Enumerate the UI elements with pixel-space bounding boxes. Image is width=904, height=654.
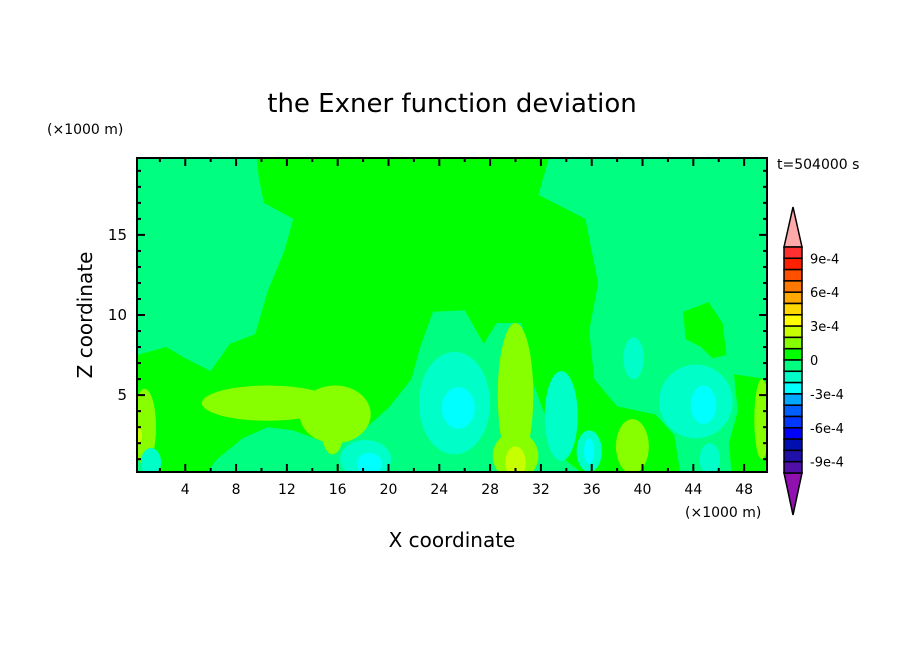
colorbar: 9e-4 6e-4 3e-4 0 -3e-4 -6e-4 -9e-4 <box>783 206 844 516</box>
colorbar-box <box>783 415 803 429</box>
colorbar-label: 9e-4 <box>810 252 839 267</box>
colorbar-box <box>783 438 803 452</box>
contour-blob <box>544 371 578 461</box>
colorbar-label: -3e-4 <box>810 388 844 403</box>
contour-blob <box>299 385 371 444</box>
contour-layers <box>137 158 767 472</box>
colorbar-label: 0 <box>810 354 818 369</box>
colorbar-label: -6e-4 <box>810 422 844 437</box>
contour-blob <box>505 446 526 472</box>
x-tick-label: 4 <box>181 482 190 498</box>
x-axis-label: X coordinate <box>389 528 516 552</box>
contour-blob <box>140 447 162 472</box>
colorbar-box <box>783 291 803 305</box>
colorbar-box <box>783 393 803 406</box>
contour-blob <box>690 385 717 424</box>
colorbar-under-triangle <box>783 472 803 516</box>
colorbar-box <box>783 404 803 418</box>
contour-field <box>137 158 767 472</box>
colorbar-box <box>783 370 803 384</box>
x-tick-label: 28 <box>481 482 499 498</box>
contour-blob <box>356 452 383 472</box>
colorbar-box <box>783 314 803 327</box>
colorbar-box <box>783 460 803 474</box>
x-tick-label: 16 <box>329 482 347 498</box>
x-tick-label: 48 <box>735 482 753 498</box>
colorbar-label: -9e-4 <box>810 456 844 471</box>
colorbar-box <box>783 268 803 282</box>
colorbar-box <box>783 246 803 260</box>
x-unit-label: (×1000 m) <box>685 505 761 521</box>
contour-region <box>683 302 727 359</box>
contour-blob <box>137 388 157 466</box>
contour-blob <box>699 443 721 472</box>
x-tick-label: 44 <box>684 482 702 498</box>
y-tick-label: 15 <box>108 226 127 244</box>
colorbar-label: 6e-4 <box>810 286 839 301</box>
colorbar-label: 3e-4 <box>810 320 839 335</box>
contour-blob <box>584 438 595 464</box>
contour-blob <box>137 427 143 444</box>
colorbar-box <box>783 427 803 440</box>
colorbar-box <box>783 336 803 350</box>
chart-title: the Exner function deviation <box>267 89 637 119</box>
x-tick-label: 36 <box>583 482 601 498</box>
colorbar-box <box>783 257 803 271</box>
time-label: t=504000 s <box>777 157 859 173</box>
contour-blob <box>754 379 767 460</box>
y-tick-label: 5 <box>117 386 127 404</box>
contour-blob <box>497 323 534 468</box>
y-tick-label: 10 <box>108 306 127 324</box>
colorbar-box <box>783 280 803 293</box>
x-tick-label: 40 <box>634 482 652 498</box>
colorbar-box <box>783 347 803 361</box>
colorbar-box <box>783 302 803 316</box>
colorbar-box <box>783 381 803 395</box>
y-unit-label: (×1000 m) <box>47 122 123 138</box>
contour-blob <box>615 419 649 472</box>
x-tick-label: 32 <box>532 482 550 498</box>
x-tick-label: 24 <box>430 482 448 498</box>
colorbar-box <box>783 325 803 339</box>
colorbar-box <box>783 449 803 463</box>
x-tick-label: 20 <box>380 482 398 498</box>
contour-blob <box>623 337 644 380</box>
x-tick-label: 8 <box>232 482 241 498</box>
colorbar-over-triangle <box>783 206 803 248</box>
y-axis-label: Z coordinate <box>73 252 97 379</box>
x-tick-label: 12 <box>278 482 296 498</box>
contour-blob <box>441 387 475 429</box>
contour-blob <box>322 415 343 455</box>
colorbar-box <box>783 359 803 373</box>
